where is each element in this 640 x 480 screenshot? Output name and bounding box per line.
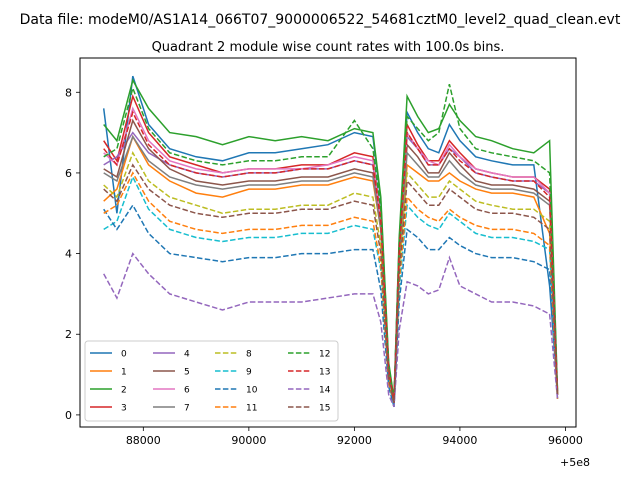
x-tick-label: 96000 <box>548 434 583 447</box>
x-tick-label: 88000 <box>126 434 161 447</box>
y-tick-label: 0 <box>65 409 72 422</box>
legend-label-14: 14 <box>319 386 331 396</box>
y-tick-label: 8 <box>65 86 72 99</box>
plot-lines <box>102 75 559 408</box>
legend-label-13: 13 <box>319 368 330 378</box>
legend-label-9: 9 <box>246 368 252 378</box>
x-tick-label: 90000 <box>231 434 266 447</box>
x-tick-label: 94000 <box>442 434 477 447</box>
y-tick-label: 2 <box>65 328 72 341</box>
legend-label-1: 1 <box>121 368 127 378</box>
y-tick-label: 6 <box>65 167 72 180</box>
legend-label-11: 11 <box>246 404 257 414</box>
series-line-15 <box>103 163 559 403</box>
legend-label-8: 8 <box>246 350 252 360</box>
legend-label-3: 3 <box>121 404 127 414</box>
plot-frame <box>79 57 577 428</box>
legend-label-12: 12 <box>319 350 330 360</box>
legend-label-2: 2 <box>121 386 127 396</box>
legend-box <box>84 340 339 422</box>
legend-label-5: 5 <box>184 368 190 378</box>
legend-label-7: 7 <box>184 404 190 414</box>
x-tick-label: 92000 <box>337 434 372 447</box>
legend-label-10: 10 <box>246 386 258 396</box>
series-line-11 <box>103 171 559 403</box>
legend-label-0: 0 <box>121 350 127 360</box>
legend-label-6: 6 <box>184 386 190 396</box>
series-line-9 <box>103 175 559 407</box>
y-tick-label: 4 <box>65 248 72 261</box>
axis-ticks: 88000 90000 92000 94000 96000 0 2 4 6 8 <box>65 86 583 447</box>
legend-label-4: 4 <box>184 350 190 360</box>
series-line-14 <box>103 252 559 408</box>
chart-title: Quadrant 2 module wise count rates with … <box>152 40 505 55</box>
x-offset-label: +5e8 <box>560 456 590 469</box>
chart-suptitle: Data file: modeM0/AS1A14_066T07_90000065… <box>20 12 621 28</box>
legend-label-15: 15 <box>319 404 330 414</box>
